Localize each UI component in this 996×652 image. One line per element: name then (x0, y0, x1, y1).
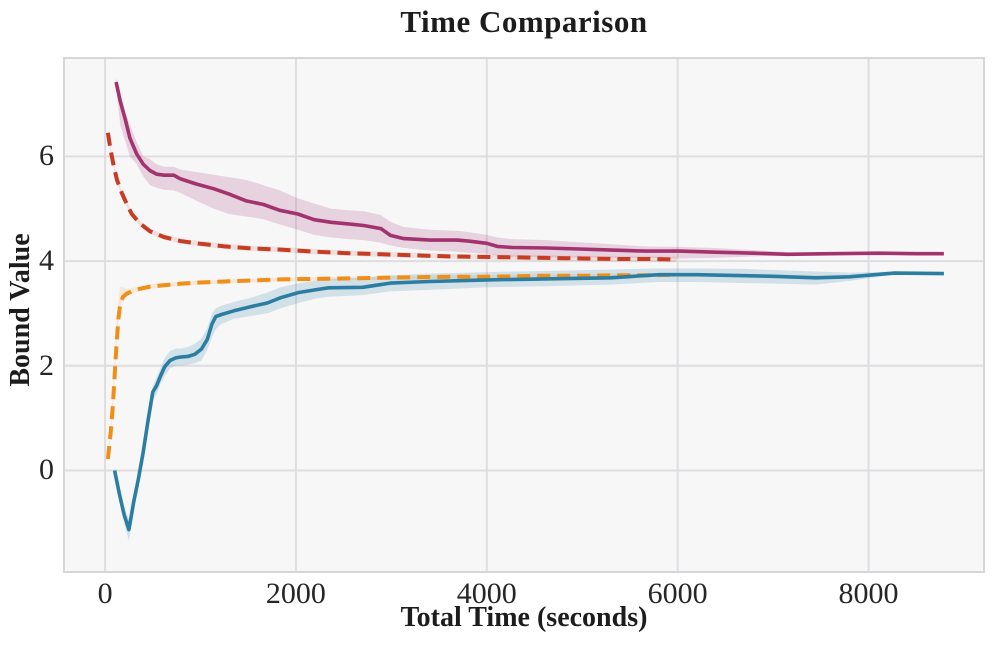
plot-area (63, 57, 985, 573)
x-tick-label: 4000 (456, 577, 517, 610)
x-tick-label: 8000 (838, 577, 899, 610)
y-tick-label: 6 (39, 139, 54, 173)
x-axis-label: Total Time (seconds) (400, 602, 648, 633)
x-tick-label: 2000 (265, 577, 326, 610)
chart-title: Time Comparison (400, 4, 648, 39)
x-tick-label: 6000 (647, 577, 708, 610)
x-tick-label: 0 (97, 577, 113, 610)
y-tick-label: 0 (39, 453, 54, 487)
y-tick-label: 4 (39, 244, 54, 278)
plot-canvas (65, 59, 983, 571)
y-tick-label: 2 (39, 348, 54, 382)
